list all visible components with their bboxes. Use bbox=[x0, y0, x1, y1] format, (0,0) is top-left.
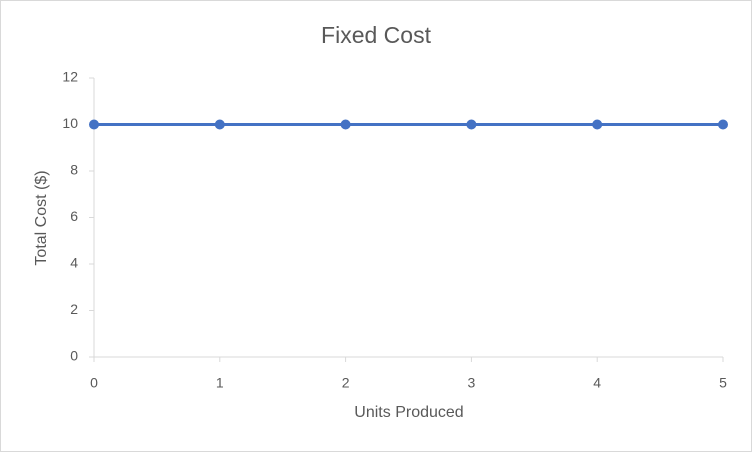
x-tick-label: 0 bbox=[90, 375, 98, 391]
y-tick-label: 10 bbox=[62, 115, 78, 131]
y-tick-label: 8 bbox=[70, 162, 78, 178]
data-point bbox=[214, 119, 225, 130]
data-point bbox=[466, 119, 477, 130]
data-point bbox=[592, 119, 603, 130]
x-tick-label: 4 bbox=[593, 375, 601, 391]
x-axis-title: Units Produced bbox=[354, 404, 463, 421]
y-tick-label: 4 bbox=[70, 255, 78, 271]
x-tick-label: 1 bbox=[216, 375, 224, 391]
x-tick-label: 2 bbox=[342, 375, 350, 391]
y-tick-label: 2 bbox=[70, 301, 78, 317]
y-tick-label: 12 bbox=[62, 69, 78, 85]
data-point bbox=[340, 119, 351, 130]
y-tick-label: 6 bbox=[70, 208, 78, 224]
x-tick-label: 3 bbox=[468, 375, 476, 391]
y-tick-label: 0 bbox=[70, 348, 78, 364]
data-point bbox=[89, 119, 99, 130]
data-point bbox=[718, 119, 728, 130]
chart-title: Fixed Cost bbox=[321, 22, 432, 48]
x-tick-label: 5 bbox=[719, 375, 727, 391]
y-axis-title: Total Cost ($) bbox=[33, 170, 50, 265]
